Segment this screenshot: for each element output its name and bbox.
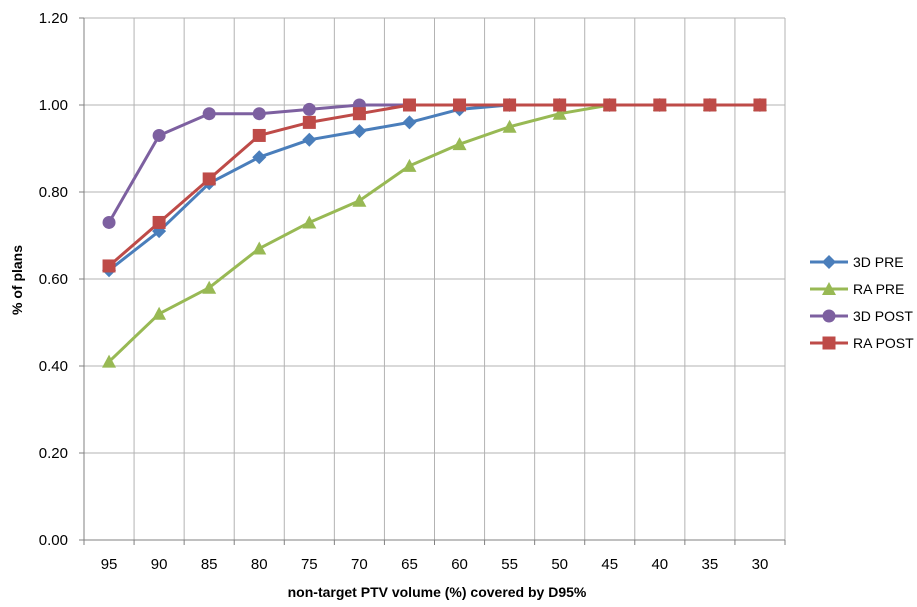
x-tick-label: 35 — [702, 556, 719, 573]
data-point-ra-post — [302, 115, 316, 129]
legend-label: 3D PRE — [853, 254, 904, 270]
series-ra-post — [102, 98, 767, 273]
data-point-ra-pre — [202, 280, 217, 294]
x-tick-label: 40 — [651, 556, 668, 573]
data-point-ra-post — [703, 98, 717, 112]
data-point-ra-pre — [302, 215, 317, 229]
data-point-ra-post — [402, 98, 416, 112]
data-point-3d-pre — [302, 132, 317, 147]
data-point-ra-post — [453, 98, 467, 112]
data-point-3d-pre — [402, 115, 417, 130]
data-point-ra-post — [503, 98, 517, 112]
data-point-3d-post — [302, 102, 316, 116]
data-point-ra-post — [252, 128, 266, 142]
x-tick-label: 70 — [351, 556, 368, 573]
x-axis-title: non-target PTV volume (%) covered by D95… — [288, 584, 587, 600]
x-tick-label: 30 — [752, 556, 769, 573]
data-point-ra-pre — [252, 241, 267, 255]
data-point-ra-pre — [102, 354, 117, 368]
data-point-3d-post — [252, 107, 266, 121]
data-point-3d-post — [102, 215, 116, 229]
data-point-3d-post — [152, 128, 166, 142]
data-point-ra-post — [202, 172, 216, 186]
y-tick-label: 0.00 — [39, 532, 68, 549]
axes: 0.00 0.20 0.40 0.60 0.80 1.00 1.20 95 90 85 80 75 70… — [39, 10, 786, 573]
x-tick-label: 75 — [301, 556, 318, 573]
legend-item-3d-post: 3D POST — [810, 308, 913, 324]
x-tick-label: 85 — [201, 556, 218, 573]
legend-swatch-marker — [822, 309, 836, 323]
legend: 3D PRE RA PRE 3D POST RA POST — [810, 254, 914, 351]
y-tick-label: 1.00 — [39, 97, 68, 114]
data-point-ra-pre — [502, 119, 517, 133]
y-tick-label: 0.40 — [39, 358, 68, 375]
data-point-ra-pre — [402, 158, 417, 172]
y-tick-label: 1.20 — [39, 10, 68, 27]
data-point-ra-pre — [152, 306, 167, 320]
legend-swatch-marker — [822, 336, 836, 350]
y-tick-label: 0.60 — [39, 271, 68, 288]
legend-item-ra-post: RA POST — [810, 335, 914, 351]
data-point-3d-pre — [252, 150, 267, 165]
legend-swatch-marker — [822, 282, 836, 295]
data-point-ra-post — [553, 98, 567, 112]
data-point-ra-pre — [452, 137, 467, 151]
data-point-ra-pre — [352, 193, 367, 207]
data-point-ra-post — [152, 215, 166, 229]
gridlines — [84, 17, 786, 540]
y-tick-label: 0.80 — [39, 184, 68, 201]
y-axis-title: % of plans — [9, 245, 25, 315]
data-point-ra-pre — [552, 106, 567, 120]
legend-swatch-marker — [822, 255, 836, 269]
data-point-ra-post — [603, 98, 617, 112]
x-tick-label: 50 — [551, 556, 568, 573]
x-tick-label: 90 — [151, 556, 168, 573]
x-tick-label: 45 — [601, 556, 618, 573]
legend-label: RA PRE — [853, 281, 904, 297]
series-lines — [102, 98, 767, 368]
data-point-ra-post — [753, 98, 767, 112]
x-tick-label: 95 — [101, 556, 118, 573]
data-point-ra-post — [102, 259, 116, 273]
x-tick-label: 80 — [251, 556, 268, 573]
legend-item-ra-pre: RA PRE — [810, 281, 904, 297]
y-tick-label: 0.20 — [39, 445, 68, 462]
data-point-3d-post — [202, 107, 216, 121]
x-tick-label: 55 — [501, 556, 518, 573]
x-tick-label: 60 — [451, 556, 468, 573]
x-tick-label: 65 — [401, 556, 418, 573]
legend-item-3d-pre: 3D PRE — [810, 254, 904, 270]
legend-label: 3D POST — [853, 308, 913, 324]
data-point-ra-post — [653, 98, 667, 112]
data-point-3d-pre — [352, 124, 367, 139]
data-point-ra-post — [352, 107, 366, 121]
legend-label: RA POST — [853, 335, 914, 351]
series-line-ra-post — [108, 103, 760, 268]
